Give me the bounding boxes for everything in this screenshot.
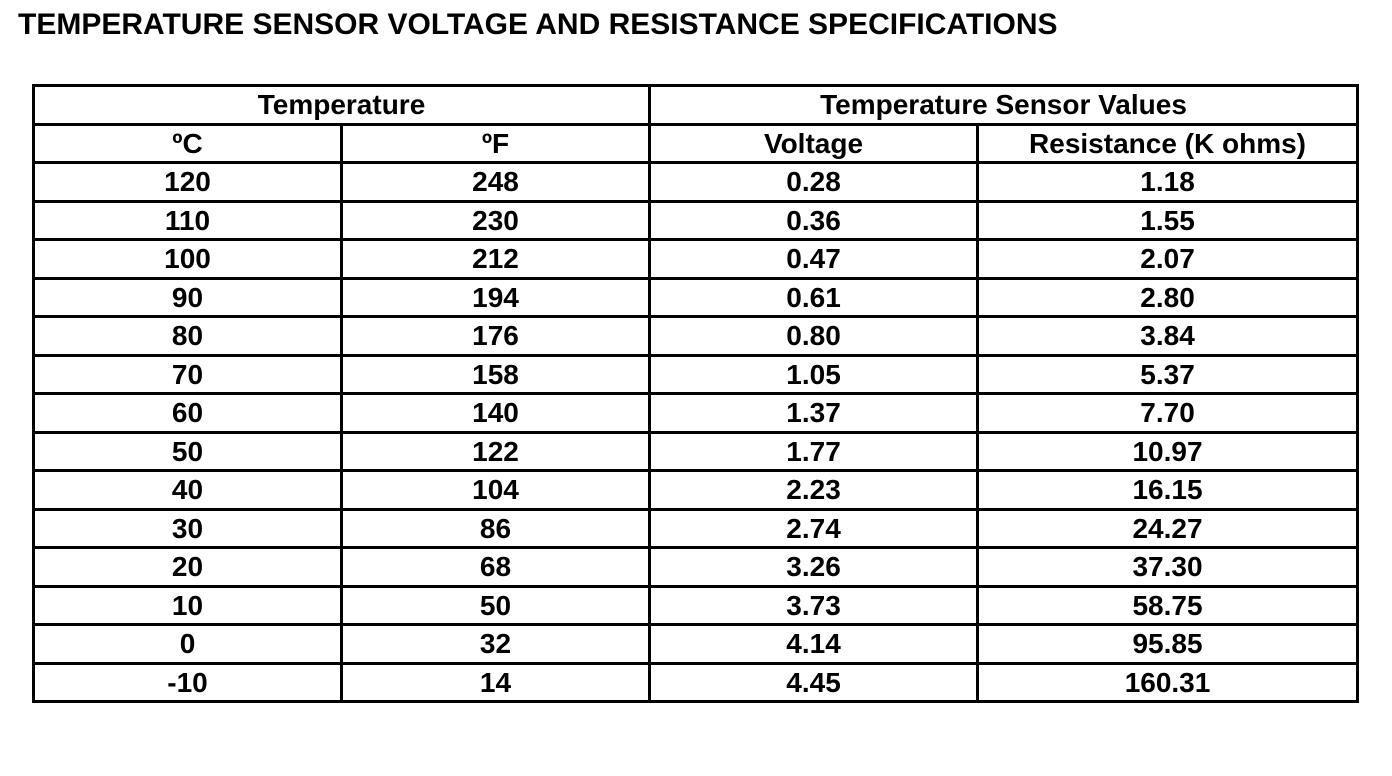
table-cell: 95.85: [976, 623, 1360, 665]
table-cell: 7.70: [976, 392, 1360, 434]
table-cell: 90: [32, 276, 343, 318]
table-cell: 100: [32, 238, 343, 280]
table-cell: 0: [32, 623, 343, 665]
table-row: 90 194 0.61 2.80: [32, 276, 1360, 318]
table-cell: 70: [32, 353, 343, 395]
table-cell: 2.23: [648, 469, 980, 511]
table-cell: 3.73: [648, 584, 980, 626]
table-cell: 20: [32, 546, 343, 588]
table-cell: 68: [339, 546, 652, 588]
table-row: 60 140 1.37 7.70: [32, 392, 1360, 434]
group-header-row: Temperature Temperature Sensor Values: [31, 84, 1360, 126]
table-row: 110 230 0.36 1.55: [32, 199, 1360, 241]
table-cell: 2.07: [976, 238, 1360, 280]
table-row: 10 50 3.73 58.75: [32, 584, 1360, 626]
table-row: 100 212 0.47 2.07: [32, 238, 1360, 280]
table-cell: 24.27: [976, 507, 1360, 549]
table-cell: 0.28: [648, 161, 980, 203]
table-cell: 3.26: [648, 546, 980, 588]
table-cell: 10.97: [976, 430, 1360, 472]
table-cell: 140: [339, 392, 652, 434]
table-cell: 110: [32, 199, 343, 241]
table-cell: 14: [339, 661, 652, 703]
table-cell: 32: [339, 623, 652, 665]
table-cell: 86: [339, 507, 652, 549]
table-cell: 1.05: [648, 353, 980, 395]
table-row: 80 176 0.80 3.84: [32, 315, 1360, 357]
table-row: 120 248 0.28 1.18: [32, 161, 1360, 203]
table-cell: 0.47: [648, 238, 980, 280]
table-cell: 1.37: [648, 392, 980, 434]
column-header: Voltage: [648, 122, 980, 164]
table-cell: -10: [32, 661, 343, 703]
table-cell: 2.74: [648, 507, 980, 549]
table-cell: 122: [339, 430, 652, 472]
table-row: 50 122 1.77 10.97: [32, 430, 1360, 472]
table-cell: 4.14: [648, 623, 980, 665]
table-cell: 1.18: [976, 161, 1360, 203]
group-header: Temperature: [31, 84, 652, 126]
table-cell: 1.77: [648, 430, 980, 472]
table-row: 30 86 2.74 24.27: [32, 507, 1360, 549]
table-cell: 16.15: [976, 469, 1360, 511]
table-cell: 0.36: [648, 199, 980, 241]
table-cell: 176: [339, 315, 652, 357]
table-cell: 194: [339, 276, 652, 318]
table-row: 70 158 1.05 5.37: [32, 353, 1360, 395]
table-cell: 50: [32, 430, 343, 472]
table-cell: 40: [32, 469, 343, 511]
table-cell: 0.80: [648, 315, 980, 357]
table-cell: 104: [339, 469, 652, 511]
column-header: ºC: [32, 122, 343, 164]
table-row: 20 68 3.26 37.30: [32, 546, 1360, 588]
table-cell: 158: [339, 353, 652, 395]
table-cell: 60: [32, 392, 343, 434]
table-cell: 5.37: [976, 353, 1360, 395]
column-header: Resistance (K ohms): [976, 122, 1360, 164]
table-cell: 30: [32, 507, 343, 549]
table-cell: 37.30: [976, 546, 1360, 588]
column-header: ºF: [339, 122, 652, 164]
table-cell: 160.31: [976, 661, 1360, 703]
table-cell: 3.84: [976, 315, 1360, 357]
table-cell: 4.45: [648, 661, 980, 703]
table-cell: 230: [339, 199, 652, 241]
table-row: -10 14 4.45 160.31: [32, 661, 1360, 703]
table-row: 40 104 2.23 16.15: [32, 469, 1360, 511]
table-cell: 2.80: [976, 276, 1360, 318]
table-row: 0 32 4.14 95.85: [32, 623, 1360, 665]
table-cell: 50: [339, 584, 652, 626]
spec-table: Temperature Temperature Sensor Values ºC…: [31, 84, 1360, 703]
table-cell: 0.61: [648, 276, 980, 318]
table-cell: 120: [32, 161, 343, 203]
document-title: TEMPERATURE SENSOR VOLTAGE AND RESISTANC…: [18, 8, 1058, 41]
table-body: 120 248 0.28 1.18 110 230 0.36 1.55 100 212 0.47 2.…: [32, 161, 1360, 703]
table-cell: 212: [339, 238, 652, 280]
group-header: Temperature Sensor Values: [648, 84, 1360, 126]
table-cell: 80: [32, 315, 343, 357]
table-cell: 1.55: [976, 199, 1360, 241]
table-cell: 10: [32, 584, 343, 626]
table-cell: 58.75: [976, 584, 1360, 626]
table-cell: 248: [339, 161, 652, 203]
column-header-row: ºC ºF Voltage Resistance (K ohms): [32, 122, 1360, 164]
